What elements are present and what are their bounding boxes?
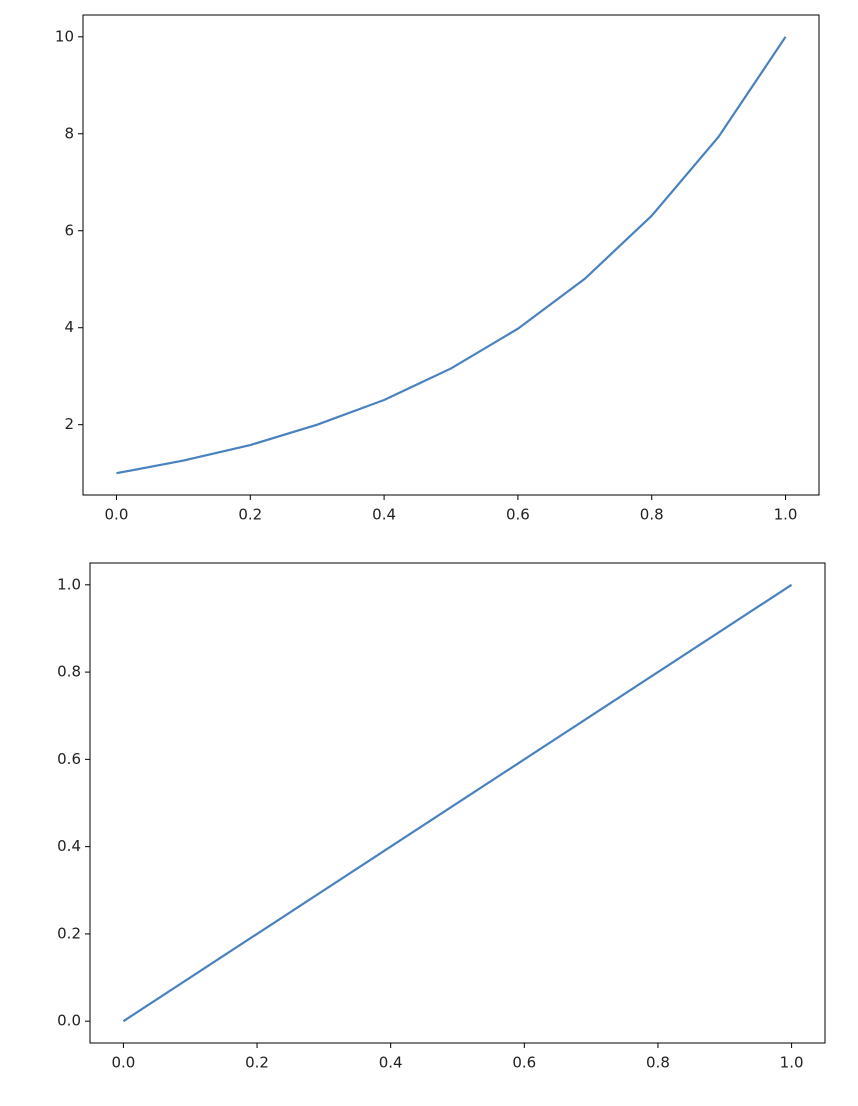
x-tick-label: 0.0 — [105, 506, 129, 524]
y-tick-label: 0.8 — [57, 663, 81, 681]
x-tick-label: 0.8 — [640, 506, 664, 524]
y-tick-label: 0.6 — [57, 750, 81, 768]
y-tick-label: 0.2 — [57, 924, 81, 942]
y-tick-label: 8 — [64, 124, 74, 142]
y-tick-label: 2 — [64, 415, 74, 433]
y-tick-label: 0.0 — [57, 1012, 81, 1030]
x-tick-label: 1.0 — [780, 1054, 804, 1072]
y-tick-label: 4 — [64, 318, 74, 336]
y-tick-label: 1.0 — [57, 575, 81, 593]
x-tick-label: 0.4 — [379, 1054, 403, 1072]
x-tick-label: 0.2 — [245, 1054, 269, 1072]
x-tick-label: 0.2 — [238, 506, 262, 524]
y-tick-label: 6 — [64, 221, 74, 239]
x-tick-label: 0.0 — [111, 1054, 135, 1072]
y-tick-label: 10 — [55, 27, 74, 45]
data-line — [122, 583, 793, 1023]
axes-frame — [89, 562, 826, 1044]
x-tick-label: 0.6 — [506, 506, 530, 524]
x-tick-label: 0.6 — [512, 1054, 536, 1072]
x-tick-label: 1.0 — [774, 506, 798, 524]
axes-frame — [82, 14, 820, 496]
data-line — [116, 36, 787, 475]
x-tick-label: 0.4 — [372, 506, 396, 524]
y-tick-label: 0.4 — [57, 837, 81, 855]
x-tick-label: 0.8 — [646, 1054, 670, 1072]
